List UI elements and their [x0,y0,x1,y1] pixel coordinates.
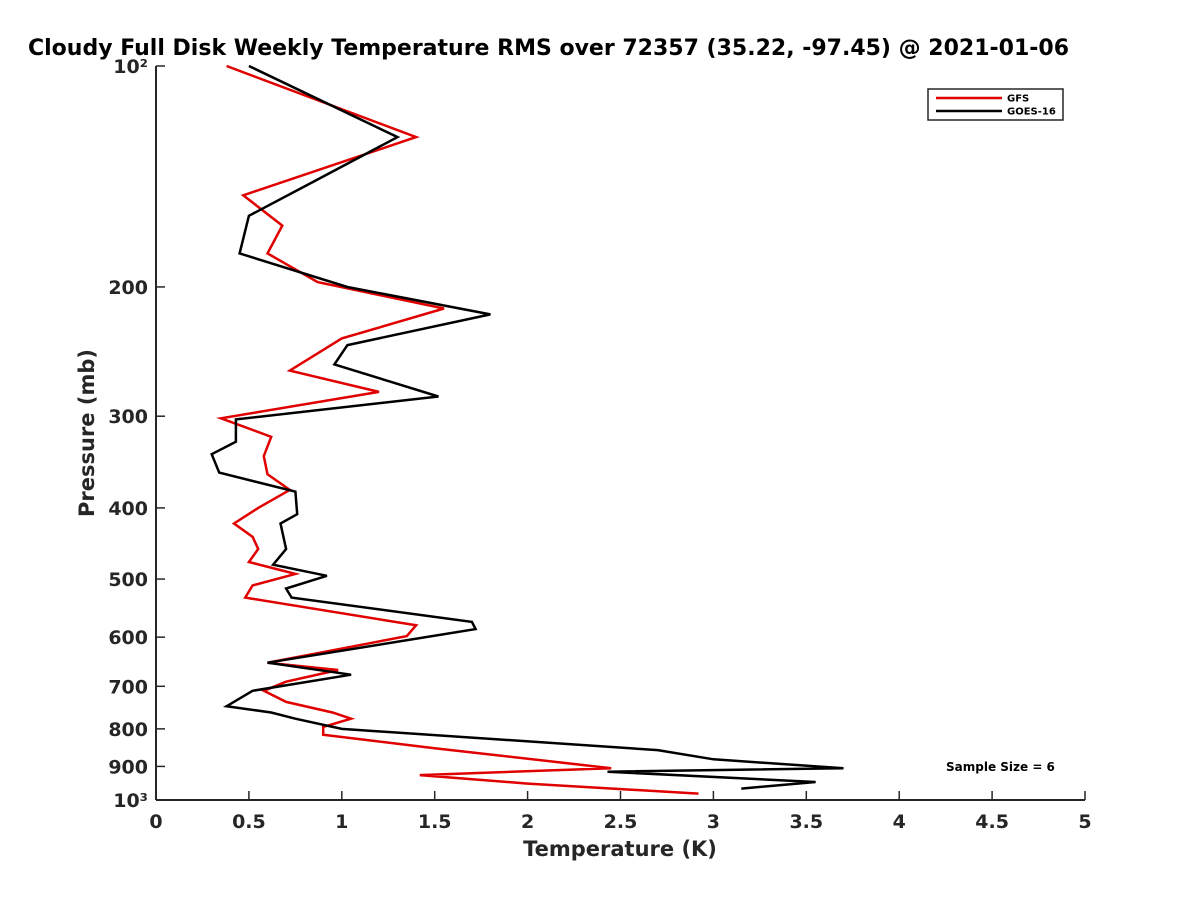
x-tick-label: 2 [521,811,534,833]
y-tick-label: 900 [108,756,148,778]
series-layer [210,64,844,795]
x-tick-label: 1.5 [418,811,452,833]
x-tick-label: 4.5 [975,811,1009,833]
x-ticks: 0 0.5 1 1.5 2 2.5 3 3.5 4 4.5 5 [149,791,1092,833]
x-tick-label: 0.5 [232,811,266,833]
x-tick-label: 5 [1078,811,1091,833]
y-tick-label: 200 [108,277,148,299]
x-tick-label: 2.5 [604,811,638,833]
y-tick-label: 700 [108,676,148,698]
y-tick-label: 300 [108,406,148,428]
y-tick-label: 400 [108,498,148,520]
series-line-goes16 [210,64,844,790]
x-tick-label: 3 [707,811,720,833]
y-tick-label: 800 [108,719,148,741]
legend: GFS GOES-16 [927,88,1064,121]
legend-label-goes16: GOES-16 [1007,107,1056,118]
y-ticks: 10² 200 300 400 500 600 700 800 900 10³ [108,56,165,812]
y-tick-label: 10² [113,56,148,78]
x-tick-label: 1 [335,811,348,833]
y-tick-label: 600 [108,627,148,649]
legend-box [927,88,1064,121]
series-line-gfs [216,64,699,795]
x-tick-label: 0 [149,811,162,833]
sample-size-annotation: Sample Size = 6 [946,760,1055,774]
x-tick-label: 3.5 [789,811,823,833]
y-axis-title: Pressure (mb) [75,349,99,517]
x-axis-title: Temperature (K) [523,837,717,861]
legend-label-gfs: GFS [1007,94,1029,105]
x-tick-label: 4 [893,811,906,833]
y-tick-label: 500 [108,569,148,591]
chart-title: Cloudy Full Disk Weekly Temperature RMS … [28,36,1069,61]
y-tick-label: 10³ [113,790,148,812]
